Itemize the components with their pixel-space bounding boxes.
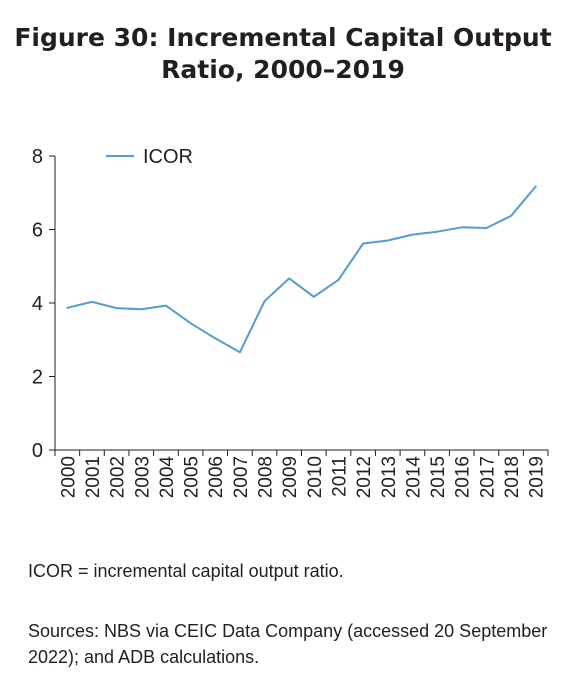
y-tick-label: 0 [32, 440, 43, 462]
x-tick-label: 2017 [477, 456, 498, 498]
x-tick-label: 2013 [379, 456, 400, 498]
x-tick-label: 2012 [354, 456, 375, 498]
x-tick-label: 2005 [182, 456, 203, 498]
y-tick-label: 2 [32, 367, 43, 389]
x-tick-label: 2000 [58, 456, 79, 498]
x-tick-label: 2008 [256, 456, 277, 498]
x-tick-label: 2016 [453, 456, 474, 498]
x-tick-label: 2014 [403, 456, 424, 499]
abbreviation-note: ICOR = incremental capital output ratio. [28, 561, 344, 581]
x-tick-label: 2011 [329, 456, 350, 497]
y-tick-label: 6 [32, 220, 43, 242]
x-tick-label: 2001 [83, 456, 104, 498]
x-tick-label: 2006 [206, 456, 227, 498]
x-tick-label: 2003 [132, 456, 153, 498]
series-line-icor [66, 185, 537, 354]
x-tick-label: 2002 [108, 456, 129, 498]
x-tick-label: 2010 [305, 456, 326, 498]
x-tick-label: 2018 [502, 456, 523, 498]
figure-title: Figure 30: Incremental Capital Output Ra… [0, 22, 566, 86]
x-tick-label: 2009 [280, 456, 301, 498]
x-tick-label: 2007 [231, 456, 252, 498]
y-tick-label: 8 [32, 146, 43, 168]
x-tick-label: 2004 [157, 456, 178, 499]
y-tick-label: 4 [32, 293, 43, 315]
x-tick-label: 2015 [428, 456, 449, 498]
legend-label: ICOR [143, 146, 193, 168]
sources-note: Sources: NBS via CEIC Data Company (acce… [28, 621, 548, 667]
figure-title-line-2: Ratio, 2000–2019 [161, 55, 405, 84]
figure-title-line-1: Figure 30: Incremental Capital Output [14, 23, 552, 52]
x-tick-label: 2019 [527, 456, 548, 498]
